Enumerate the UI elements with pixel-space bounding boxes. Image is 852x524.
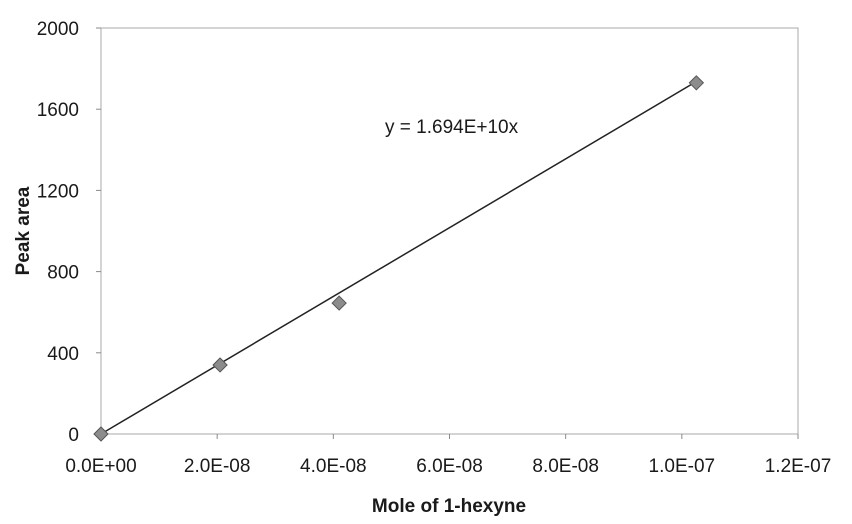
data-point — [93, 426, 109, 442]
x-tick-label: 1.2E-07 — [765, 456, 832, 477]
x-axis-title: Mole of 1-hexyne — [372, 496, 526, 517]
data-point — [212, 357, 228, 373]
y-tick-label: 1600 — [37, 100, 79, 121]
y-tick-label: 2000 — [37, 19, 79, 40]
x-tick-label: 1.0E-07 — [649, 456, 716, 477]
y-tick-label: 0 — [68, 425, 79, 446]
data-point — [331, 295, 347, 311]
y-axis: 0 400 800 1200 1600 2000 — [37, 19, 101, 446]
data-points — [93, 75, 705, 442]
trendline-equation: y = 1.694E+10x — [385, 117, 519, 138]
x-tick-label: 6.0E-08 — [416, 456, 483, 477]
x-tick-label: 2.0E-08 — [184, 456, 251, 477]
y-tick-label: 400 — [47, 344, 79, 365]
trendline — [100, 80, 697, 435]
x-tick-label: 0.0E+00 — [65, 456, 136, 477]
y-axis-title: Peak area — [13, 186, 34, 275]
data-point — [688, 75, 705, 91]
plot-area — [100, 27, 799, 435]
x-axis: 0.0E+00 2.0E-08 4.0E-08 6.0E-08 8.0E-08 1.0E-… — [65, 434, 831, 477]
y-tick-label: 1200 — [37, 181, 79, 202]
x-tick-label: 8.0E-08 — [532, 456, 599, 477]
x-tick-label: 4.0E-08 — [300, 456, 367, 477]
y-tick-label: 800 — [47, 263, 79, 284]
